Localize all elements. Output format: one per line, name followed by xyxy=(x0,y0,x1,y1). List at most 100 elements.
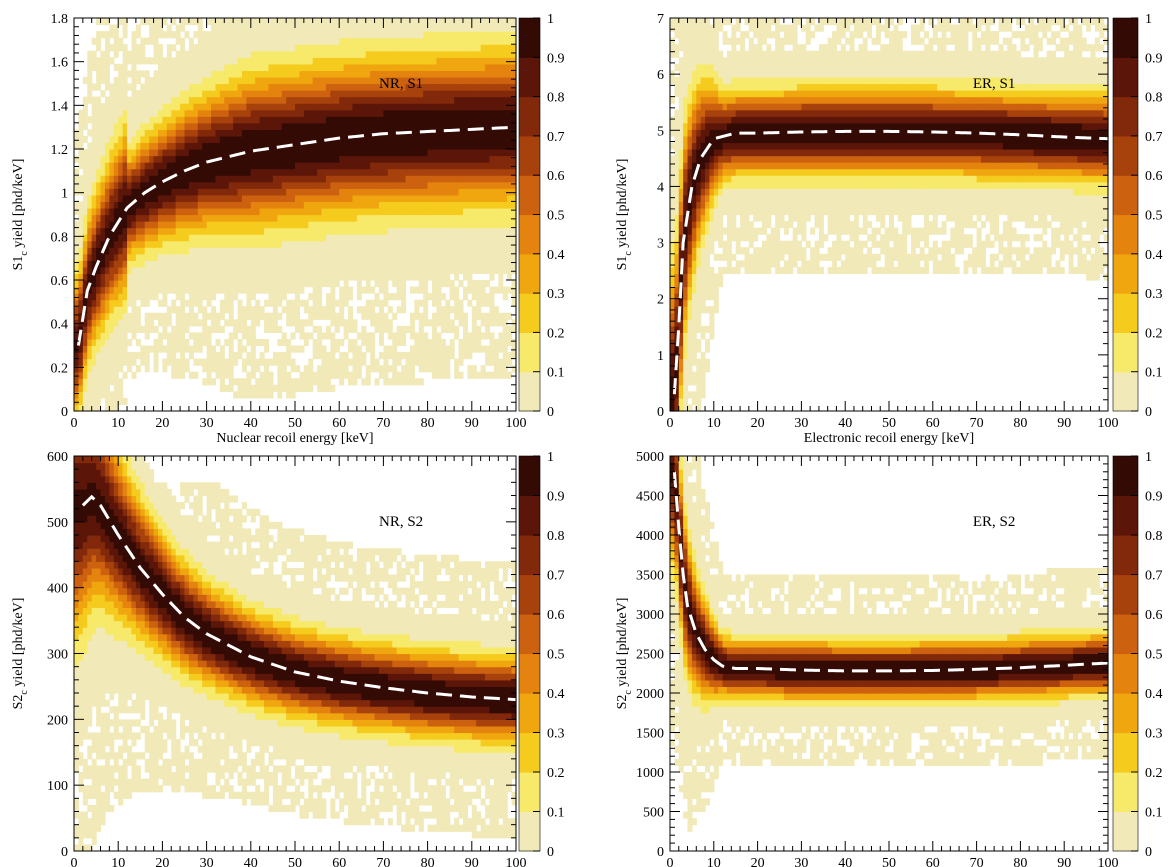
heat-cell xyxy=(224,129,230,137)
heat-cell xyxy=(193,273,199,281)
heat-cell xyxy=(250,181,256,189)
heat-cell xyxy=(233,122,239,130)
heat-cell xyxy=(100,50,106,58)
heat-cell xyxy=(82,247,88,255)
heat-cell xyxy=(498,371,504,379)
heat-cell xyxy=(281,332,287,340)
heat-cell xyxy=(378,286,384,294)
heat-cell xyxy=(228,162,234,170)
heat-cell xyxy=(91,378,97,386)
heat-cell xyxy=(427,162,433,170)
heat-cell xyxy=(272,44,278,52)
heat-cell xyxy=(365,312,371,320)
heat-cell xyxy=(140,18,146,26)
heat-cell xyxy=(166,109,172,117)
heat-cell xyxy=(188,306,194,314)
heat-cell xyxy=(268,149,274,157)
heat-cell xyxy=(489,116,495,124)
heat-cell xyxy=(295,129,301,137)
heat-cell xyxy=(219,234,225,242)
heat-cell xyxy=(361,266,367,275)
heat-cell xyxy=(127,227,133,235)
heat-cell xyxy=(149,155,155,163)
heat-cell xyxy=(281,162,287,170)
heat-cell xyxy=(113,273,119,281)
heat-cell xyxy=(74,247,80,255)
heat-cell xyxy=(241,90,247,98)
heat-cell xyxy=(432,293,438,301)
heat-cell xyxy=(241,260,247,268)
heat-cell xyxy=(91,260,97,268)
heat-cell xyxy=(507,371,513,379)
heat-cell xyxy=(396,103,402,111)
heat-cell xyxy=(432,371,438,379)
heat-cell xyxy=(440,293,446,301)
heat-cell xyxy=(109,332,115,340)
heat-cell xyxy=(104,384,110,392)
heat-cell xyxy=(162,76,168,85)
heat-cell xyxy=(432,31,438,39)
heat-cell xyxy=(157,175,163,183)
heat-cell xyxy=(427,122,433,130)
heat-cell xyxy=(131,109,137,117)
heat-cell xyxy=(175,240,181,248)
heat-cell xyxy=(383,201,389,209)
heat-cell xyxy=(202,96,208,104)
heat-cell xyxy=(295,234,301,242)
heat-cell xyxy=(272,273,278,281)
heat-cell xyxy=(374,201,380,209)
heat-cell xyxy=(78,319,84,327)
heat-cell xyxy=(493,358,499,366)
heat-cell xyxy=(74,358,80,366)
heat-cell xyxy=(171,253,177,261)
heat-cell xyxy=(171,142,177,150)
heat-cell xyxy=(290,103,296,111)
heat-cell xyxy=(281,109,287,117)
heat-cell xyxy=(246,273,252,281)
heat-cell xyxy=(272,31,278,39)
heat-cell xyxy=(219,168,225,176)
heat-cell xyxy=(113,175,119,183)
heat-cell xyxy=(237,319,243,327)
heat-cell xyxy=(96,122,102,130)
heat-cell xyxy=(348,266,354,275)
heat-cell xyxy=(118,83,124,91)
heat-cell xyxy=(224,365,230,373)
heat-cell xyxy=(180,227,186,235)
heat-cell xyxy=(317,50,323,58)
heat-cell xyxy=(432,260,438,268)
heat-cell xyxy=(113,188,119,196)
heat-cell xyxy=(401,273,407,281)
heat-cell xyxy=(334,227,340,235)
heat-cell xyxy=(241,391,247,399)
heat-cell xyxy=(471,247,477,255)
heat-cell xyxy=(299,96,305,104)
heat-cell xyxy=(392,175,398,183)
heat-cell xyxy=(449,175,455,183)
heat-cell xyxy=(370,57,376,65)
heat-cell xyxy=(184,129,190,137)
heat-cell xyxy=(135,260,141,268)
heat-cell xyxy=(339,286,345,294)
heat-cell xyxy=(476,83,482,91)
heat-cell xyxy=(436,37,442,45)
heat-cell xyxy=(396,378,402,386)
heat-cell xyxy=(286,299,292,307)
heat-cell xyxy=(290,44,296,52)
heat-cell xyxy=(303,207,309,216)
heat-cell xyxy=(485,175,491,183)
heat-cell xyxy=(272,109,278,117)
heat-cell xyxy=(485,70,491,78)
heat-cell xyxy=(325,24,331,32)
heat-cell xyxy=(343,18,349,26)
heat-cell xyxy=(206,175,212,183)
heat-cell xyxy=(197,234,203,242)
heat-cell xyxy=(414,175,420,183)
heat-cell xyxy=(157,214,163,222)
heat-cell xyxy=(259,188,265,196)
heat-cell xyxy=(113,378,119,386)
heat-cell xyxy=(308,312,314,320)
heat-cell xyxy=(348,234,354,242)
heat-cell xyxy=(157,76,163,85)
heat-cell xyxy=(118,273,124,281)
